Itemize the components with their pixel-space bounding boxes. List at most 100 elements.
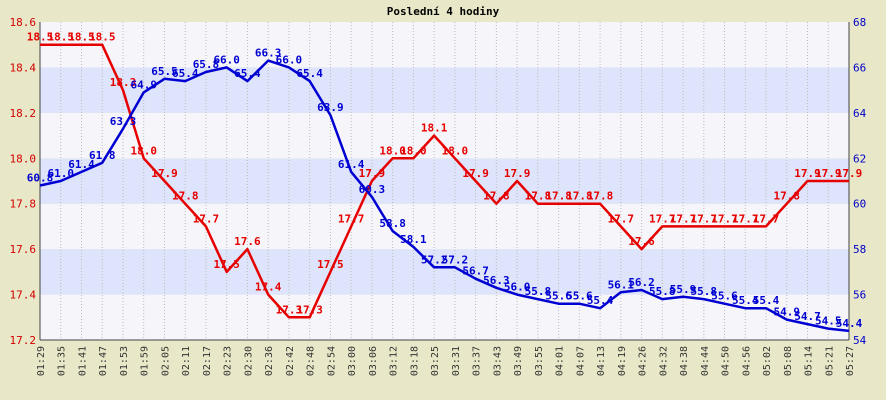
x-tick-label: 05:27 <box>845 346 856 376</box>
right-data-label: 65.4 <box>234 67 261 80</box>
x-tick-label: 03:12 <box>389 346 400 376</box>
x-tick-label: 03:31 <box>451 346 462 376</box>
left-data-label: 17.7 <box>670 212 697 225</box>
chart-title: Poslední 4 hodiny <box>387 5 500 18</box>
x-tick-label: 05:02 <box>762 346 773 376</box>
right-series-data-labels: 60.861.061.461.863.364.965.565.465.866.0… <box>27 47 863 330</box>
left-data-label: 17.7 <box>193 212 220 225</box>
x-tick-label: 05:08 <box>783 346 794 376</box>
right-data-label: 57.2 <box>442 253 469 266</box>
left-data-label: 17.8 <box>172 190 199 203</box>
left-data-label: 17.8 <box>483 190 510 203</box>
temperature-series-line <box>40 43 849 319</box>
x-tick-label: 04:19 <box>617 346 628 376</box>
x-tick-label: 04:07 <box>575 346 586 376</box>
x-tick-label: 02:11 <box>181 346 192 376</box>
x-tick-label: 04:38 <box>679 346 690 376</box>
plot-band <box>40 112 849 159</box>
right-data-label: 65.4 <box>172 67 199 80</box>
left-data-label: 17.9 <box>151 167 178 180</box>
left-tick-label: 18.6 <box>10 16 37 29</box>
right-tick-label: 68 <box>853 16 866 29</box>
right-data-label: 56.7 <box>462 265 489 278</box>
x-tick-label: 02:30 <box>243 346 254 376</box>
right-data-label: 57.2 <box>421 253 448 266</box>
right-tick-label: 60 <box>853 198 866 211</box>
left-tick-label: 18.2 <box>10 107 37 120</box>
left-data-label: 17.8 <box>525 190 552 203</box>
x-tick-label: 04:13 <box>596 346 607 376</box>
plot-band <box>40 249 849 295</box>
left-data-label: 17.9 <box>504 167 531 180</box>
left-data-label: 17.9 <box>359 167 386 180</box>
right-data-label: 58.8 <box>379 217 406 230</box>
left-data-label: 17.3 <box>276 303 303 316</box>
left-data-label: 18.1 <box>421 122 448 135</box>
right-data-label: 56.0 <box>504 281 531 294</box>
x-tick-label: 03:37 <box>472 346 483 376</box>
right-tick-label: 62 <box>853 152 866 165</box>
left-axis-ticks: 17.2 17.4 17.6 17.8 18.0 18.2 18.4 18.6 <box>10 16 37 347</box>
right-data-label: 61.4 <box>68 158 95 171</box>
right-data-label: 54.7 <box>794 310 821 323</box>
x-tick-label: 03:00 <box>347 346 358 376</box>
right-data-label: 55.4 <box>587 294 614 307</box>
right-data-label: 55.6 <box>566 290 593 303</box>
right-data-label: 56.2 <box>628 276 655 289</box>
x-tick-label: 01:41 <box>77 346 88 376</box>
right-data-label: 65.4 <box>296 67 323 80</box>
x-tick-label: 04:50 <box>721 346 732 376</box>
right-data-label: 55.8 <box>649 285 676 298</box>
left-tick-label: 18.0 <box>10 152 37 165</box>
left-data-label: 17.7 <box>711 212 738 225</box>
left-tick-label: 18.4 <box>10 61 37 74</box>
x-tick-label: 03:43 <box>492 346 503 376</box>
x-tick-label: 01:53 <box>119 346 130 376</box>
plot-band <box>40 22 849 68</box>
plot-band <box>40 67 849 113</box>
left-data-label: 18.3 <box>110 76 137 89</box>
right-data-label: 65.5 <box>151 65 178 78</box>
right-data-label: 54.9 <box>774 306 801 319</box>
left-tick-label: 17.4 <box>10 289 37 302</box>
right-data-label: 55.6 <box>545 290 572 303</box>
x-tick-label: 01:59 <box>140 346 151 376</box>
left-data-label: 18.0 <box>442 144 469 157</box>
left-data-label: 17.7 <box>691 212 718 225</box>
right-data-label: 61.0 <box>47 167 74 180</box>
right-data-label: 55.9 <box>670 283 697 296</box>
x-tick-label: 02:05 <box>160 346 171 376</box>
right-data-label: 63.3 <box>110 115 137 128</box>
x-tick-label: 02:23 <box>223 346 234 376</box>
x-tick-label: 03:49 <box>513 346 524 376</box>
right-data-label: 56.1 <box>608 278 635 291</box>
right-data-label: 60.8 <box>27 172 54 185</box>
left-data-label: 18.0 <box>130 144 157 157</box>
left-data-label: 17.8 <box>774 190 801 203</box>
left-data-label: 17.5 <box>317 258 344 271</box>
x-tick-label: 03:18 <box>409 346 420 376</box>
left-data-label: 18.5 <box>68 31 95 44</box>
right-tick-label: 54 <box>853 334 867 347</box>
x-tick-label: 04:26 <box>638 346 649 376</box>
right-axis-ticks: 54 56 58 60 62 64 66 68 <box>853 16 867 347</box>
x-tick-label: 02:42 <box>285 346 296 376</box>
left-data-label: 17.9 <box>815 167 842 180</box>
x-tick-label: 02:36 <box>264 346 275 376</box>
right-data-label: 66.0 <box>276 53 303 66</box>
left-data-label: 17.9 <box>794 167 821 180</box>
x-tick-label: 03:55 <box>534 346 545 376</box>
left-data-label: 17.9 <box>462 167 489 180</box>
right-data-label: 55.4 <box>732 294 759 307</box>
right-tick-label: 64 <box>853 107 867 120</box>
left-data-label: 17.9 <box>836 167 863 180</box>
right-data-label: 66.0 <box>213 53 240 66</box>
x-tick-label: 05:21 <box>824 346 835 376</box>
right-data-label: 58.1 <box>400 233 427 246</box>
right-data-label: 60.3 <box>359 183 386 196</box>
humidity-series-line <box>39 59 850 333</box>
left-data-label: 18.0 <box>379 144 406 157</box>
x-tick-label: 03:25 <box>430 346 441 376</box>
right-data-label: 54.5 <box>815 315 842 328</box>
